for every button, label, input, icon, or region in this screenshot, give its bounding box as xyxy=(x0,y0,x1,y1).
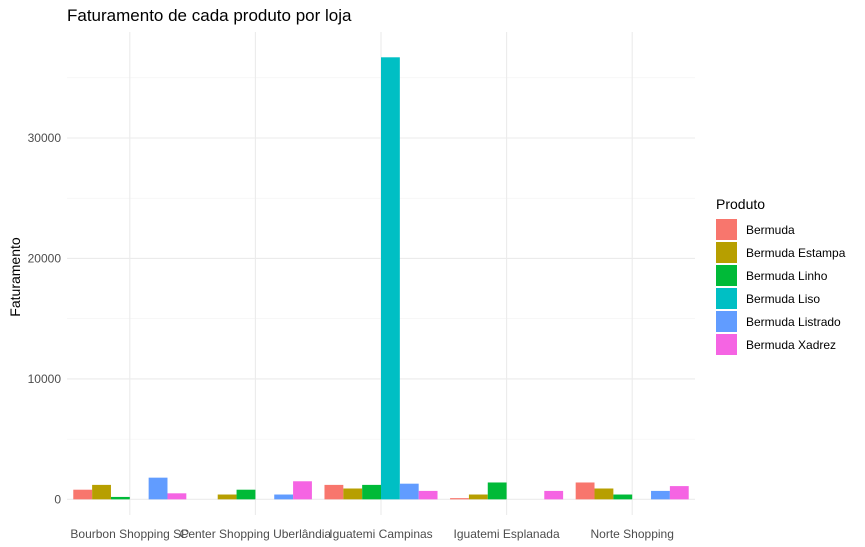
x-tick-label: Iguatemi Campinas xyxy=(329,527,432,541)
bar-bermuda xyxy=(575,482,595,500)
legend: Produto Bermuda Bermuda Estampa Bermuda Li… xyxy=(716,196,845,356)
y-tick-label: 20000 xyxy=(28,251,62,265)
legend-key xyxy=(716,334,737,355)
bar-bermuda xyxy=(324,484,344,500)
x-tick-label: Iguatemi Esplanada xyxy=(454,527,560,541)
legend-key xyxy=(716,311,737,332)
legend-item: Bermuda Linho xyxy=(716,264,845,287)
bar-bermuda-estampa xyxy=(92,484,111,500)
bar-bermuda-linho xyxy=(362,484,381,500)
chart-title: Faturamento de cada produto por loja xyxy=(67,6,352,25)
legend-item: Bermuda Listrado xyxy=(716,310,845,333)
legend-label: Bermuda Xadrez xyxy=(746,337,837,352)
bar-bermuda-listrado xyxy=(651,490,670,500)
legend-key xyxy=(716,242,737,263)
y-axis-ticks: 0 10000 20000 30000 xyxy=(28,131,62,506)
bar-bermuda xyxy=(73,489,93,500)
bar-bermuda-linho xyxy=(613,494,633,500)
bar-bermuda-xadrez xyxy=(669,486,689,500)
bar-bermuda-estampa xyxy=(217,494,237,500)
bar-bermuda-listrado xyxy=(148,477,168,500)
legend-item: Bermuda Xadrez xyxy=(716,333,845,356)
y-tick-label: 10000 xyxy=(28,372,62,386)
legend-label: Bermuda Listrado xyxy=(746,314,841,329)
x-tick-label: Norte Shopping xyxy=(591,527,674,541)
legend-title: Produto xyxy=(716,196,766,212)
bar-bermuda-listrado xyxy=(399,483,419,500)
legend-key xyxy=(716,219,737,240)
legend-items: Bermuda Bermuda Estampa Bermuda Linho Bermu… xyxy=(716,218,845,356)
legend-key xyxy=(716,288,737,309)
x-tick-label: Center Shopping Uberlândia xyxy=(180,527,332,541)
bar-bermuda-linho xyxy=(487,482,507,500)
legend-label: Bermuda xyxy=(746,222,795,237)
legend-key xyxy=(716,265,737,286)
y-tick-label: 30000 xyxy=(28,131,62,145)
bar-bermuda-liso xyxy=(381,57,400,500)
x-tick-label: Bourbon Shopping SP xyxy=(70,527,189,541)
legend-label: Bermuda Linho xyxy=(746,268,828,283)
legend-label: Bermuda Liso xyxy=(746,291,821,306)
bars xyxy=(73,57,689,500)
bar-bermuda-estampa xyxy=(343,488,363,500)
bar-bermuda-estampa xyxy=(594,488,614,500)
legend-label: Bermuda Estampa xyxy=(746,245,846,260)
legend-item: Bermuda xyxy=(716,218,845,241)
bar-bermuda-xadrez xyxy=(167,493,187,500)
bar-bermuda-xadrez xyxy=(418,490,438,500)
legend-item: Bermuda Liso xyxy=(716,287,845,310)
bar-bermuda-xadrez xyxy=(544,490,564,500)
bar-bermuda xyxy=(450,498,469,500)
bar-bermuda-linho xyxy=(236,489,256,500)
bar-bermuda-linho xyxy=(110,496,130,500)
y-axis-title: Faturamento xyxy=(7,237,23,317)
bar-bermuda-estampa xyxy=(468,494,488,500)
legend-item: Bermuda Estampa xyxy=(716,241,845,264)
bar-bermuda-listrado xyxy=(274,494,294,500)
bar-bermuda-xadrez xyxy=(293,481,312,500)
y-tick-label: 0 xyxy=(54,492,61,506)
